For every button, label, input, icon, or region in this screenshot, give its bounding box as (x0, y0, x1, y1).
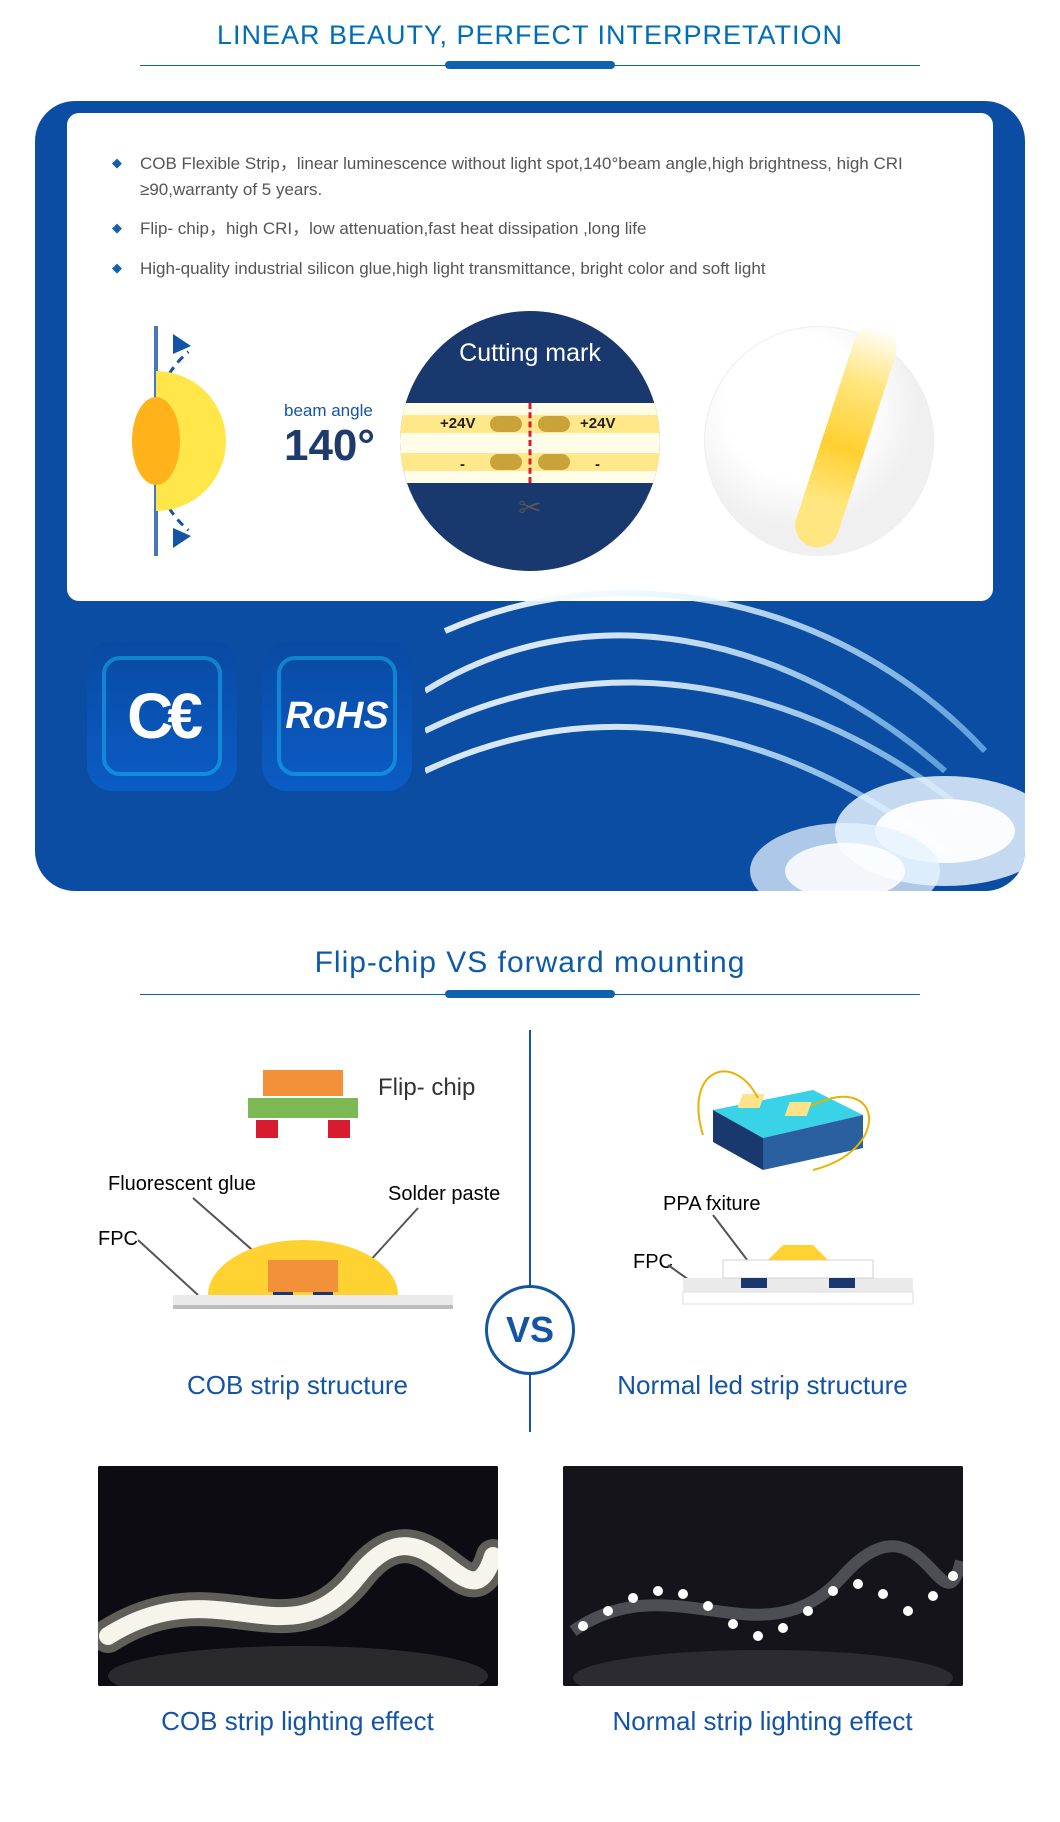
normal-structure-label: Normal led strip structure (617, 1370, 907, 1401)
compare-right: PPA fxiture FPC Normal led strip structu… (530, 1050, 995, 1446)
svg-text:Flip- chip: Flip- chip (378, 1074, 475, 1101)
svg-text:Solder paste: Solder paste (388, 1183, 500, 1205)
compare-left: Flip- chip Fluorescent glue Solder paste… (65, 1050, 530, 1446)
cutting-mark-title: Cutting mark (400, 339, 660, 368)
cut-minus-left: - (460, 456, 465, 473)
cob-light-photo (98, 1466, 498, 1686)
section2-hr (140, 990, 920, 1000)
beam-angle-value: 140° (284, 421, 375, 471)
beam-angle-diagram: beam angle 140° (112, 316, 370, 566)
normal-structure-diagram: PPA fxiture FPC (553, 1060, 973, 1350)
svg-text:PPA fxiture: PPA fxiture (663, 1193, 760, 1215)
svg-text:FPC: FPC (98, 1228, 138, 1250)
section2-title: Flip-chip VS forward mounting (0, 946, 1060, 980)
section2-heading: Flip-chip VS forward mounting (0, 946, 1060, 1000)
strip-coil-diagram (690, 316, 948, 566)
scissors-icon: ✂ (518, 491, 541, 524)
cut-plus24-left: +24V (440, 415, 475, 432)
section1-heading: LINEAR BEAUTY, PERFECT INTERPRETATION (0, 20, 1060, 71)
rohs-badge: RoHS (262, 641, 412, 791)
cob-structure-label: COB strip structure (187, 1370, 408, 1401)
vs-badge: VS (485, 1285, 575, 1375)
bullet-item: Flip- chip，high CRI，low attenuation,fast… (112, 216, 948, 242)
feature-card-inner: COB Flexible Strip，linear luminescence w… (67, 113, 993, 601)
cutting-mark-diagram: Cutting mark +24V +24V - - (400, 311, 660, 571)
bullet-item: COB Flexible Strip，linear luminescence w… (112, 151, 948, 202)
feature-card: COB Flexible Strip，linear luminescence w… (35, 101, 1025, 891)
svg-text:FPC: FPC (633, 1251, 673, 1273)
normal-light-label: Normal strip lighting effect (612, 1706, 912, 1737)
section1-hr (140, 61, 920, 71)
svg-text:Fluorescent glue: Fluorescent glue (108, 1173, 256, 1195)
normal-light-photo (563, 1466, 963, 1686)
beam-angle-label: beam angle (284, 401, 375, 421)
feature-bullets: COB Flexible Strip，linear luminescence w… (112, 151, 948, 281)
cob-light-label: COB strip lighting effect (161, 1706, 434, 1737)
bullet-item: High-quality industrial silicon glue,hig… (112, 256, 948, 282)
cob-structure-diagram: Flip- chip Fluorescent glue Solder paste… (88, 1060, 508, 1350)
section1-title: LINEAR BEAUTY, PERFECT INTERPRETATION (0, 20, 1060, 51)
cut-minus-right: - (595, 456, 600, 473)
ce-badge: C€ (87, 641, 237, 791)
cut-plus24-right: +24V (580, 415, 615, 432)
